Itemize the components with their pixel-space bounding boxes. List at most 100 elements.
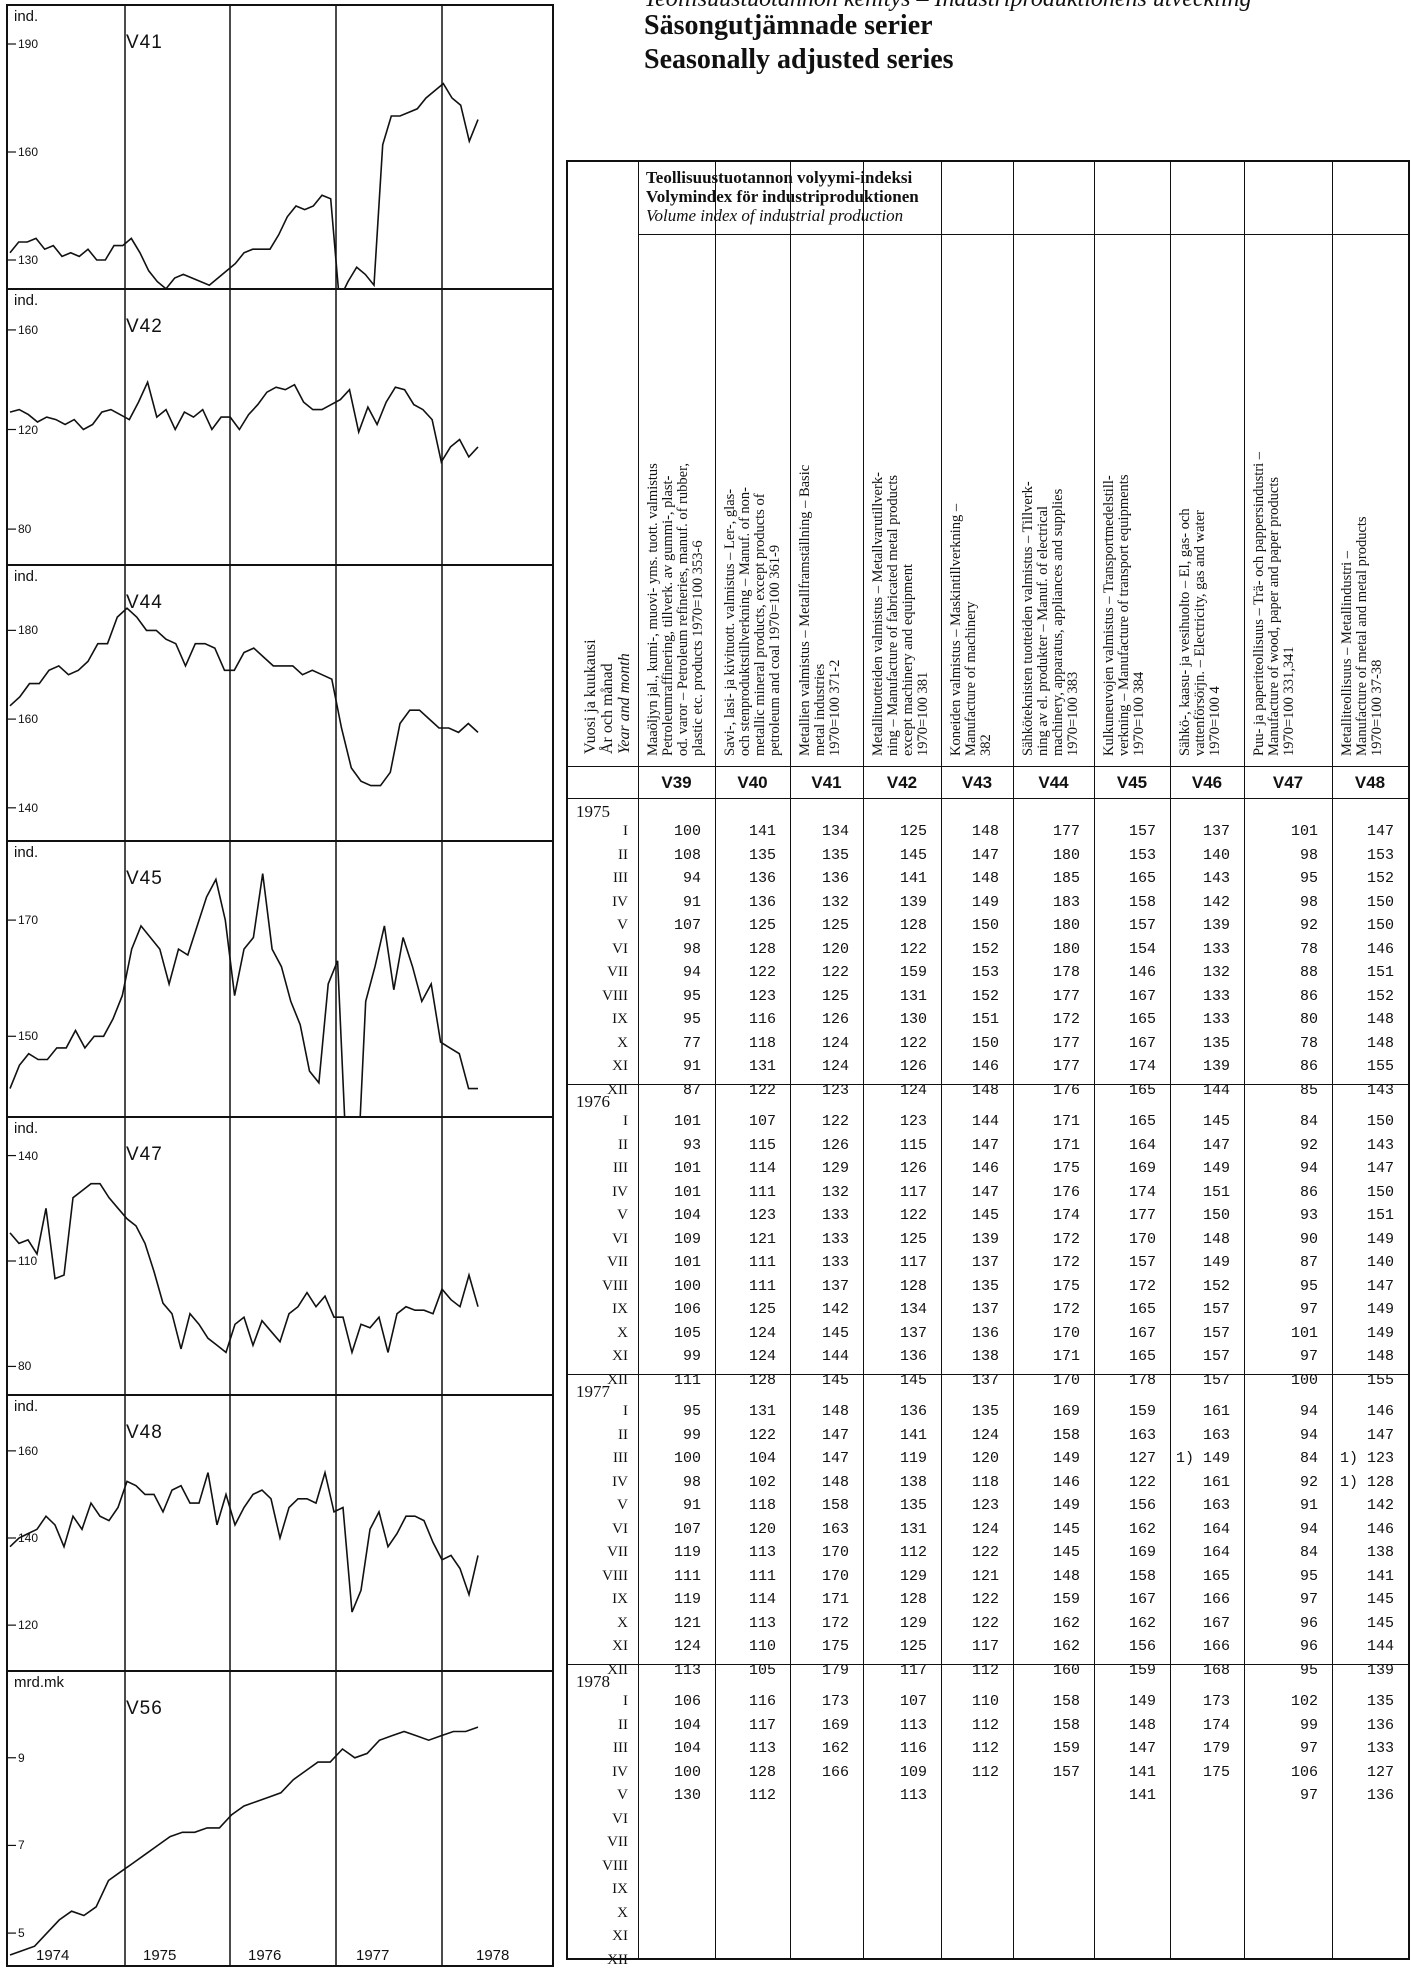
- table-cell: 132: [1202, 964, 1230, 981]
- month-label: V: [617, 1787, 628, 1803]
- table-cell: 157: [1052, 1763, 1080, 1781]
- table-cell: 107: [899, 1693, 927, 1710]
- table-cell: 93: [682, 1136, 701, 1154]
- table-cell: 159: [899, 964, 927, 981]
- y-tick-label: 160: [18, 145, 39, 159]
- table-cell: 98: [682, 1473, 701, 1491]
- table-cell: 88: [1299, 964, 1318, 981]
- code-row-top: [568, 766, 1408, 767]
- month-label: IX: [612, 1011, 628, 1027]
- table-cell: 136: [971, 1324, 999, 1342]
- table-cell: 136: [899, 1348, 927, 1365]
- index-title: Teollisuustuotannon volyymi-indeksi Volym…: [646, 168, 919, 225]
- table-cell: 155: [1366, 1371, 1394, 1389]
- month-label: IX: [612, 1591, 628, 1607]
- table-cell: 150: [1202, 1207, 1230, 1224]
- month-label: I: [623, 823, 628, 839]
- table-cell: 177: [1052, 823, 1080, 840]
- table-cell: 94: [1299, 1520, 1318, 1538]
- table-cell: 99: [1299, 1716, 1318, 1734]
- table-cell: 104: [673, 1207, 701, 1224]
- data-table: Teollisuustuotannon volyymi-indeksi Volym…: [566, 160, 1410, 1967]
- y-tick-label: 80: [18, 522, 32, 537]
- table-cell: 125: [899, 1638, 927, 1655]
- table-cell: 149: [1202, 1160, 1230, 1177]
- y-tick-label: 140: [18, 1148, 39, 1163]
- table-cell: 147: [1366, 1277, 1394, 1295]
- table-cell: 122: [899, 940, 927, 958]
- table-cell: 137: [821, 1277, 849, 1295]
- table-cell: 122: [1128, 1473, 1156, 1491]
- table-cell: 137: [971, 1301, 999, 1318]
- table-cell: 124: [971, 1520, 999, 1538]
- table-cell: 164: [1202, 1520, 1230, 1538]
- table-cell: 147: [1366, 823, 1394, 840]
- month-label: X: [617, 1324, 628, 1341]
- table-cell: 172: [821, 1614, 849, 1632]
- table-cell: 114: [748, 1591, 776, 1608]
- page-title-line1: Teollisuustuotannon kehitys – Industripr…: [644, 0, 1252, 13]
- column-header-line: metallic mineral products, except produc…: [752, 493, 768, 756]
- y-tick-label: 190: [18, 37, 39, 51]
- table-cell: 125: [821, 987, 849, 1005]
- column-code: V43: [961, 773, 993, 792]
- table-cell: 157: [1128, 1254, 1156, 1271]
- table-cell: 99: [682, 1348, 701, 1365]
- table-cell: 144: [1202, 1081, 1230, 1099]
- month-label: XII: [607, 1081, 628, 1098]
- month-label: IV: [612, 1183, 628, 1200]
- column-header-v43: Koneiden valmistus – Maskintillverkning …: [948, 504, 994, 756]
- chart-v45: ind. V45 170 150: [6, 840, 554, 1118]
- month-label: XII: [607, 1661, 628, 1678]
- table-cell: 160: [1052, 1661, 1080, 1679]
- table-cell: 107: [673, 1520, 701, 1538]
- table-cell: 157: [1202, 1324, 1230, 1342]
- table-cell: 139: [1366, 1661, 1394, 1679]
- table-cell: 172: [1052, 1230, 1080, 1248]
- table-cell: 122: [821, 1113, 849, 1130]
- column-header-line: Manufacture of metal and metal products: [1354, 516, 1370, 756]
- chart-unit: ind.: [14, 1398, 39, 1415]
- table-cell: 137: [971, 1371, 999, 1389]
- table-cell: 93: [1299, 1207, 1318, 1224]
- table-cell: 121: [971, 1567, 999, 1585]
- table-cell: 149: [1202, 1254, 1230, 1271]
- year-block-divider: [568, 1084, 1408, 1085]
- table-cell: 161: [1202, 1473, 1230, 1491]
- y-tick-label: 110: [18, 1254, 38, 1268]
- year-label: 1977: [576, 1382, 610, 1401]
- chart-unit: ind.: [14, 568, 39, 585]
- month-label: V: [617, 917, 628, 933]
- table-cell: 135: [971, 1277, 999, 1295]
- table-cell: 84: [1299, 1544, 1318, 1561]
- table-cell: 150: [1366, 1113, 1394, 1130]
- month-label: XI: [612, 1638, 628, 1654]
- chart-v47: ind. V47 140 110 80: [6, 1116, 554, 1396]
- table-cell: 162: [1128, 1520, 1156, 1538]
- table-cell: 92: [1299, 1473, 1318, 1491]
- month-label: IV: [612, 893, 628, 910]
- column-divider: [1244, 162, 1245, 1958]
- table-cell: 151: [1366, 964, 1394, 981]
- table-cell: 117: [899, 1183, 927, 1201]
- table-cell: 177: [1128, 1207, 1156, 1224]
- table-cell: 124: [821, 1034, 849, 1052]
- table-cell: 150: [1366, 893, 1394, 911]
- table-cell: 122: [971, 1544, 999, 1561]
- table-cell: 175: [1202, 1763, 1230, 1781]
- table-cell: 165: [1128, 1113, 1156, 1130]
- table-cell: 87: [1299, 1254, 1318, 1271]
- table-cell: 94: [682, 870, 701, 887]
- table-cell: 148: [1366, 1034, 1394, 1052]
- table-cell: 169: [1052, 1403, 1080, 1420]
- month-label: II: [618, 1716, 628, 1733]
- table-cell: 126: [821, 1011, 849, 1028]
- table-cell: 180: [1052, 846, 1080, 864]
- table-cell: 166: [821, 1763, 849, 1781]
- table-cell: 102: [1290, 1693, 1318, 1710]
- table-cell: 122: [748, 964, 776, 981]
- table-cell: 80: [1299, 1011, 1318, 1028]
- table-cell: 110: [748, 1638, 776, 1655]
- table-cell: 145: [1202, 1113, 1230, 1130]
- table-cell: 145: [1366, 1591, 1394, 1608]
